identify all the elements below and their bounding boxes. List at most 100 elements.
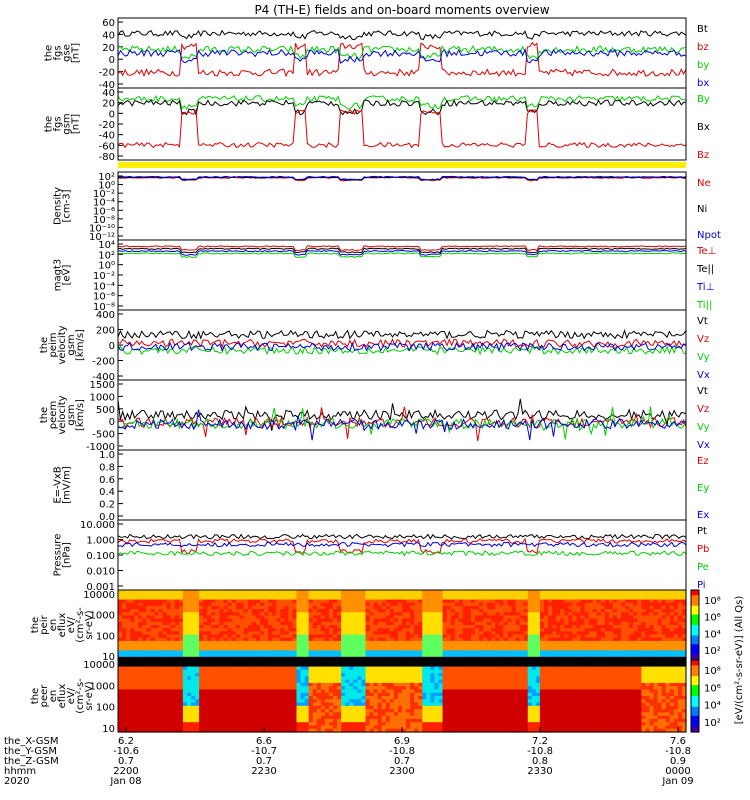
heat-cell	[186, 682, 192, 687]
heat-cell	[288, 663, 294, 668]
heat-cell	[316, 699, 322, 704]
heat-cell	[430, 628, 436, 632]
heat-cell	[341, 679, 346, 684]
heat-cell	[284, 640, 289, 645]
heat-cell	[272, 615, 277, 620]
heat-cell	[397, 625, 403, 629]
heat-cell	[324, 656, 330, 661]
heat-cell	[260, 722, 265, 727]
heat-cell	[341, 669, 346, 674]
trace-Vy	[117, 344, 687, 356]
heat-cell	[418, 625, 423, 629]
heat-cell	[174, 689, 180, 694]
heat-cell	[633, 653, 638, 658]
heat-cell	[608, 599, 614, 604]
heat-cell	[304, 615, 310, 620]
heat-cell	[170, 663, 176, 668]
heat-cell	[300, 656, 306, 661]
heat-cell	[227, 666, 233, 671]
heat-cell	[377, 709, 383, 713]
heat-cell	[673, 602, 679, 607]
heat-cell	[166, 663, 172, 668]
heat-cell	[324, 692, 330, 697]
heat-cell	[211, 669, 216, 674]
heat-cell	[361, 596, 367, 601]
heat-cell	[560, 618, 565, 623]
heat-cell	[446, 615, 452, 620]
heat-cell	[369, 650, 375, 655]
heat-cell	[365, 650, 371, 655]
heat-cell	[122, 686, 127, 691]
heat-cell	[389, 722, 395, 727]
heat-cell	[272, 660, 277, 664]
heat-cell	[462, 650, 468, 655]
heat-cell	[203, 689, 208, 694]
heat-cell	[393, 663, 399, 668]
heat-cell	[211, 702, 216, 707]
heat-cell	[118, 722, 123, 727]
heat-cell	[568, 634, 573, 639]
heat-cell	[203, 709, 208, 713]
heat-cell	[515, 605, 521, 610]
heat-cell	[337, 712, 342, 717]
heat-cell	[653, 640, 659, 645]
heat-cell	[227, 715, 233, 720]
heat-cell	[341, 593, 346, 597]
heat-cell	[527, 644, 533, 648]
heat-cell	[211, 709, 216, 713]
heat-cell	[130, 715, 135, 720]
heat-cell	[430, 593, 436, 597]
heat-cell	[418, 679, 423, 684]
heat-cell	[625, 625, 630, 629]
heat-cell	[560, 634, 565, 639]
heat-cell	[418, 605, 423, 610]
heat-cell	[308, 709, 314, 713]
trace-Vx	[117, 341, 687, 353]
heat-cell	[186, 702, 192, 707]
heat-cell	[328, 702, 334, 707]
heat-cell	[280, 679, 285, 684]
heat-cell	[308, 715, 314, 720]
heat-cell	[118, 656, 123, 661]
heat-cell	[146, 644, 152, 648]
heat-cell	[369, 653, 375, 658]
heat-cell	[507, 596, 513, 601]
heat-cell	[389, 666, 395, 671]
heat-cell	[150, 669, 156, 674]
heat-cell	[361, 593, 367, 597]
heat-cell	[130, 609, 135, 613]
heat-cell	[604, 609, 610, 613]
heat-cell	[548, 618, 553, 623]
panel-peir_spec: thepeirenefluxeV/(cm²-s-sr-eV)1000010001…	[30, 589, 687, 663]
ytick-label: 10⁰	[98, 261, 115, 272]
heat-cell	[272, 689, 277, 694]
heat-cell	[227, 663, 233, 668]
heat-cell	[255, 669, 261, 674]
heat-cell	[126, 725, 131, 730]
heat-cell	[174, 625, 180, 629]
heat-cell	[345, 696, 350, 700]
heat-cell	[126, 634, 131, 639]
heat-cell	[170, 612, 176, 617]
panel-frame	[117, 309, 687, 381]
heat-cell	[126, 718, 131, 723]
heat-cell	[519, 647, 525, 652]
heat-cell	[612, 621, 618, 626]
heat-cell	[633, 590, 638, 594]
heat-cell	[312, 656, 318, 661]
heat-cell	[207, 656, 212, 661]
heat-cell	[320, 702, 326, 707]
heat-cell	[333, 596, 338, 601]
heat-cell	[320, 590, 326, 594]
heat-cell	[361, 647, 367, 652]
heat-cell	[353, 644, 358, 648]
heat-cell	[264, 602, 269, 607]
heat-cell	[154, 669, 160, 674]
heat-cell	[406, 676, 411, 681]
heat-cell	[491, 593, 496, 597]
heat-cell	[195, 686, 200, 691]
heat-cell	[600, 590, 606, 594]
heat-cell	[584, 644, 590, 648]
heat-cell	[219, 640, 225, 645]
heat-cell	[122, 599, 127, 604]
